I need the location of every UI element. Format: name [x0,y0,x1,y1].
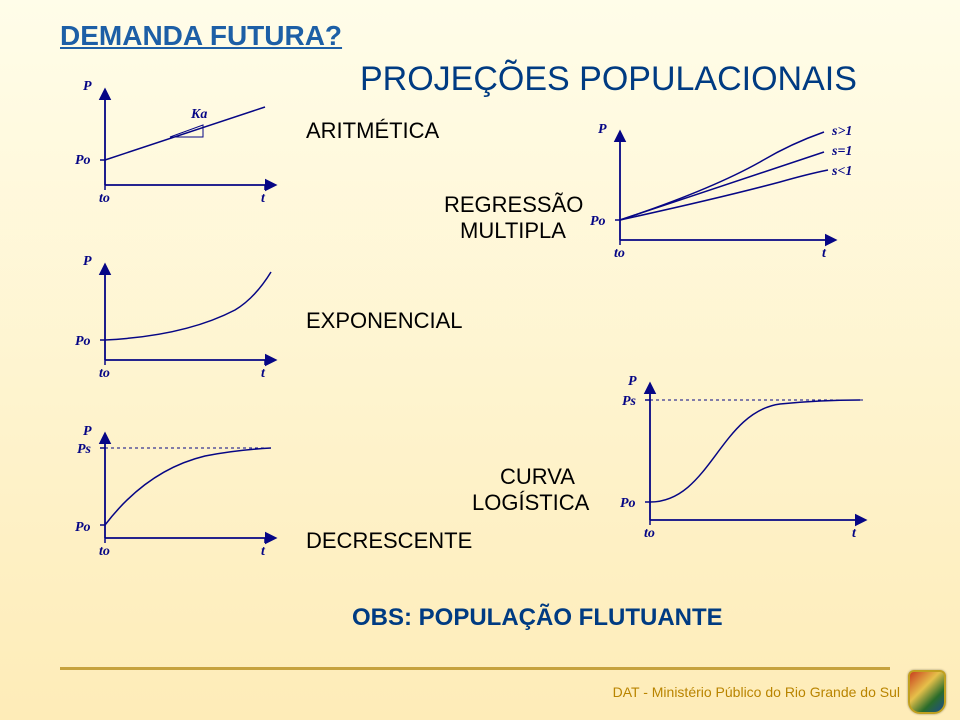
axis-label-to: to [99,366,110,382]
presentation-slide: DEMANDA FUTURA? PROJEÇÕES POPULACIONAIS … [0,0,960,720]
footer: DAT - Ministério Público do Rio Grande d… [599,664,960,720]
chart-decrescente: PPsPotot [75,430,285,560]
axis-label-Po: Po [75,334,91,350]
axis-label-Ka: Ka [191,107,207,123]
axis-label-to: to [99,544,110,560]
label-regressao: REGRESSÃO [444,192,583,218]
main-title: PROJEÇÕES POPULACIONAIS [360,60,857,99]
axis-label-Ps: Ps [622,394,636,410]
label-multipla: MULTIPLA [460,218,566,244]
chart-aritmetica: PPototKa [75,85,285,205]
chart-exponencial: PPotot [75,260,285,380]
crest-icon [908,670,946,714]
label-curva: CURVA [500,464,575,490]
axis-label-P: P [598,122,607,138]
axis-label-t: t [261,191,265,207]
axis-label-t: t [852,526,856,542]
label-aritmetica: ARITMÉTICA [306,118,439,144]
axis-label-t: t [822,246,826,262]
footer-text: DAT - Ministério Público do Rio Grande d… [613,684,900,700]
axis-label-P: P [83,254,92,270]
slide-title: DEMANDA FUTURA? [60,20,342,52]
label-logistica: LOGÍSTICA [472,490,589,516]
chart-logistica: PPsPotot [620,380,880,545]
axis-label-to: to [614,246,625,262]
label-decrescente: DECRESCENTE [306,528,472,554]
axis-label-Ps: Ps [77,442,91,458]
obs-note: OBS: POPULAÇÃO FLUTUANTE [352,604,723,632]
axis-label-P: P [83,79,92,95]
axis-label-to: to [644,526,655,542]
axis-label-Po: Po [590,214,606,230]
axis-label-Po: Po [75,153,91,169]
axis-label-Po: Po [620,496,636,512]
axis-label-t: t [261,544,265,560]
axis-label-Po: Po [75,520,91,536]
axis-label-t: t [261,366,265,382]
axis-label-s_eq_1: s=1 [832,144,852,160]
axis-label-P: P [628,374,637,390]
axis-label-to: to [99,191,110,207]
label-exponencial: EXPONENCIAL [306,308,463,334]
axis-label-P: P [83,424,92,440]
axis-label-s_lt_1: s<1 [832,164,852,180]
chart-regressao: PPotots>1s=1s<1 [590,128,850,263]
axis-label-s_gt_1: s>1 [832,124,852,140]
